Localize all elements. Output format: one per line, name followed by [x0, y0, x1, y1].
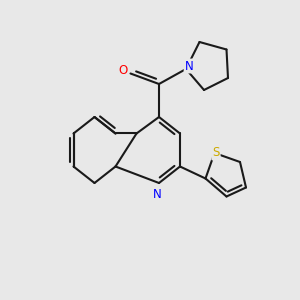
Text: N: N — [153, 188, 162, 202]
Text: N: N — [184, 59, 194, 73]
Text: O: O — [118, 64, 127, 77]
Text: S: S — [212, 146, 220, 160]
